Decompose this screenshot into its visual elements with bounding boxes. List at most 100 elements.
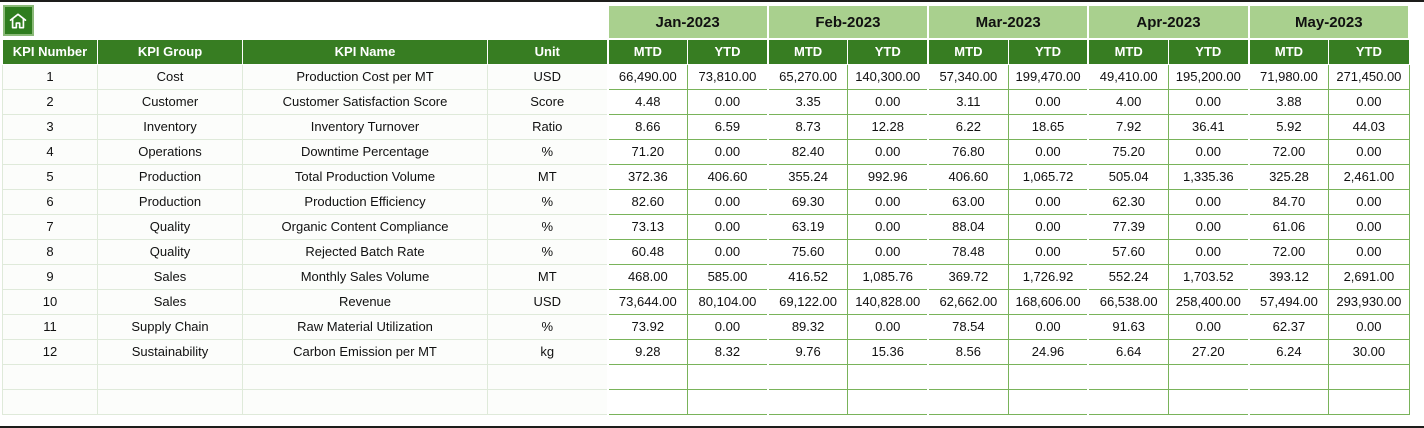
value-cell[interactable]: 7.92: [1087, 113, 1169, 140]
value-cell[interactable]: 0.00: [1328, 313, 1410, 340]
value-cell[interactable]: 15.36: [847, 338, 929, 365]
value-cell[interactable]: 0.00: [1007, 88, 1089, 115]
kpi-group-cell[interactable]: Quality: [97, 238, 243, 265]
value-cell[interactable]: 369.72: [927, 263, 1009, 290]
value-cell[interactable]: 1,726.92: [1007, 263, 1089, 290]
unit-cell[interactable]: %: [487, 313, 608, 340]
unit-cell[interactable]: Ratio: [487, 113, 608, 140]
empty-cell[interactable]: [97, 363, 243, 390]
value-cell[interactable]: 0.00: [847, 138, 929, 165]
col-header-kpi-number[interactable]: KPI Number: [2, 38, 98, 65]
value-cell[interactable]: 82.40: [766, 138, 849, 165]
value-cell[interactable]: 6.64: [1087, 338, 1169, 365]
sub-header-feb-2023-ytd[interactable]: YTD: [847, 38, 929, 65]
unit-cell[interactable]: kg: [487, 338, 608, 365]
value-cell[interactable]: 78.54: [927, 313, 1009, 340]
value-cell[interactable]: 0.00: [1007, 138, 1089, 165]
unit-cell[interactable]: MT: [487, 263, 608, 290]
value-cell[interactable]: 0.00: [687, 138, 769, 165]
value-cell[interactable]: 195,200.00: [1167, 63, 1250, 90]
value-cell[interactable]: 325.28: [1247, 163, 1330, 190]
empty-cell[interactable]: [1328, 363, 1410, 390]
value-cell[interactable]: 57,340.00: [927, 63, 1009, 90]
value-cell[interactable]: 271,450.00: [1328, 63, 1410, 90]
value-cell[interactable]: 140,828.00: [847, 288, 929, 315]
value-cell[interactable]: 1,085.76: [847, 263, 929, 290]
sub-header-may-2023-ytd[interactable]: YTD: [1328, 38, 1410, 65]
unit-cell[interactable]: USD: [487, 63, 608, 90]
empty-cell[interactable]: [847, 363, 929, 390]
empty-cell[interactable]: [766, 363, 849, 390]
unit-cell[interactable]: %: [487, 213, 608, 240]
kpi-number-cell[interactable]: 6: [2, 188, 98, 215]
empty-cell[interactable]: [766, 388, 849, 415]
empty-cell[interactable]: [1167, 363, 1250, 390]
value-cell[interactable]: 0.00: [687, 238, 769, 265]
value-cell[interactable]: 1,703.52: [1167, 263, 1250, 290]
value-cell[interactable]: 62.30: [1087, 188, 1169, 215]
value-cell[interactable]: 406.60: [927, 163, 1009, 190]
col-header-kpi-name[interactable]: KPI Name: [242, 38, 488, 65]
value-cell[interactable]: 89.32: [766, 313, 849, 340]
sub-header-apr-2023-mtd[interactable]: MTD: [1087, 38, 1169, 65]
value-cell[interactable]: 2,691.00: [1328, 263, 1410, 290]
value-cell[interactable]: 72.00: [1247, 138, 1330, 165]
value-cell[interactable]: 57.60: [1087, 238, 1169, 265]
kpi-number-cell[interactable]: 12: [2, 338, 98, 365]
value-cell[interactable]: 73.92: [606, 313, 689, 340]
value-cell[interactable]: 36.41: [1167, 113, 1250, 140]
value-cell[interactable]: 0.00: [847, 188, 929, 215]
kpi-group-cell[interactable]: Production: [97, 188, 243, 215]
value-cell[interactable]: 63.00: [927, 188, 1009, 215]
kpi-group-cell[interactable]: Customer: [97, 88, 243, 115]
value-cell[interactable]: 0.00: [1328, 88, 1410, 115]
value-cell[interactable]: 406.60: [687, 163, 769, 190]
value-cell[interactable]: 3.88: [1247, 88, 1330, 115]
value-cell[interactable]: 30.00: [1328, 338, 1410, 365]
value-cell[interactable]: 0.00: [847, 213, 929, 240]
value-cell[interactable]: 44.03: [1328, 113, 1410, 140]
kpi-name-cell[interactable]: Customer Satisfaction Score: [242, 88, 488, 115]
value-cell[interactable]: 416.52: [766, 263, 849, 290]
value-cell[interactable]: 3.35: [766, 88, 849, 115]
value-cell[interactable]: 0.00: [1328, 213, 1410, 240]
empty-cell[interactable]: [1247, 363, 1330, 390]
value-cell[interactable]: 65,270.00: [766, 63, 849, 90]
value-cell[interactable]: 4.48: [606, 88, 689, 115]
kpi-number-cell[interactable]: 4: [2, 138, 98, 165]
value-cell[interactable]: 468.00: [606, 263, 689, 290]
value-cell[interactable]: 8.73: [766, 113, 849, 140]
value-cell[interactable]: 0.00: [687, 213, 769, 240]
kpi-group-cell[interactable]: Sales: [97, 288, 243, 315]
empty-cell[interactable]: [2, 363, 98, 390]
value-cell[interactable]: 0.00: [1167, 188, 1250, 215]
unit-cell[interactable]: %: [487, 138, 608, 165]
value-cell[interactable]: 4.00: [1087, 88, 1169, 115]
col-header-unit[interactable]: Unit: [487, 38, 608, 65]
value-cell[interactable]: 69,122.00: [766, 288, 849, 315]
sub-header-mar-2023-ytd[interactable]: YTD: [1007, 38, 1089, 65]
value-cell[interactable]: 73,644.00: [606, 288, 689, 315]
value-cell[interactable]: 77.39: [1087, 213, 1169, 240]
kpi-number-cell[interactable]: 11: [2, 313, 98, 340]
empty-cell[interactable]: [1007, 363, 1089, 390]
empty-cell[interactable]: [1167, 388, 1250, 415]
value-cell[interactable]: 6.59: [687, 113, 769, 140]
value-cell[interactable]: 6.22: [927, 113, 1009, 140]
empty-cell[interactable]: [687, 388, 769, 415]
value-cell[interactable]: 69.30: [766, 188, 849, 215]
value-cell[interactable]: 0.00: [847, 238, 929, 265]
sub-header-apr-2023-ytd[interactable]: YTD: [1167, 38, 1250, 65]
month-header-mar-2023[interactable]: Mar-2023: [927, 4, 1090, 40]
col-header-kpi-group[interactable]: KPI Group: [97, 38, 243, 65]
value-cell[interactable]: 0.00: [1328, 138, 1410, 165]
kpi-name-cell[interactable]: Monthly Sales Volume: [242, 263, 488, 290]
value-cell[interactable]: 88.04: [927, 213, 1009, 240]
month-header-feb-2023[interactable]: Feb-2023: [766, 4, 930, 40]
value-cell[interactable]: 57,494.00: [1247, 288, 1330, 315]
empty-cell[interactable]: [2, 388, 98, 415]
value-cell[interactable]: 60.48: [606, 238, 689, 265]
kpi-name-cell[interactable]: Revenue: [242, 288, 488, 315]
value-cell[interactable]: 8.66: [606, 113, 689, 140]
kpi-group-cell[interactable]: Operations: [97, 138, 243, 165]
